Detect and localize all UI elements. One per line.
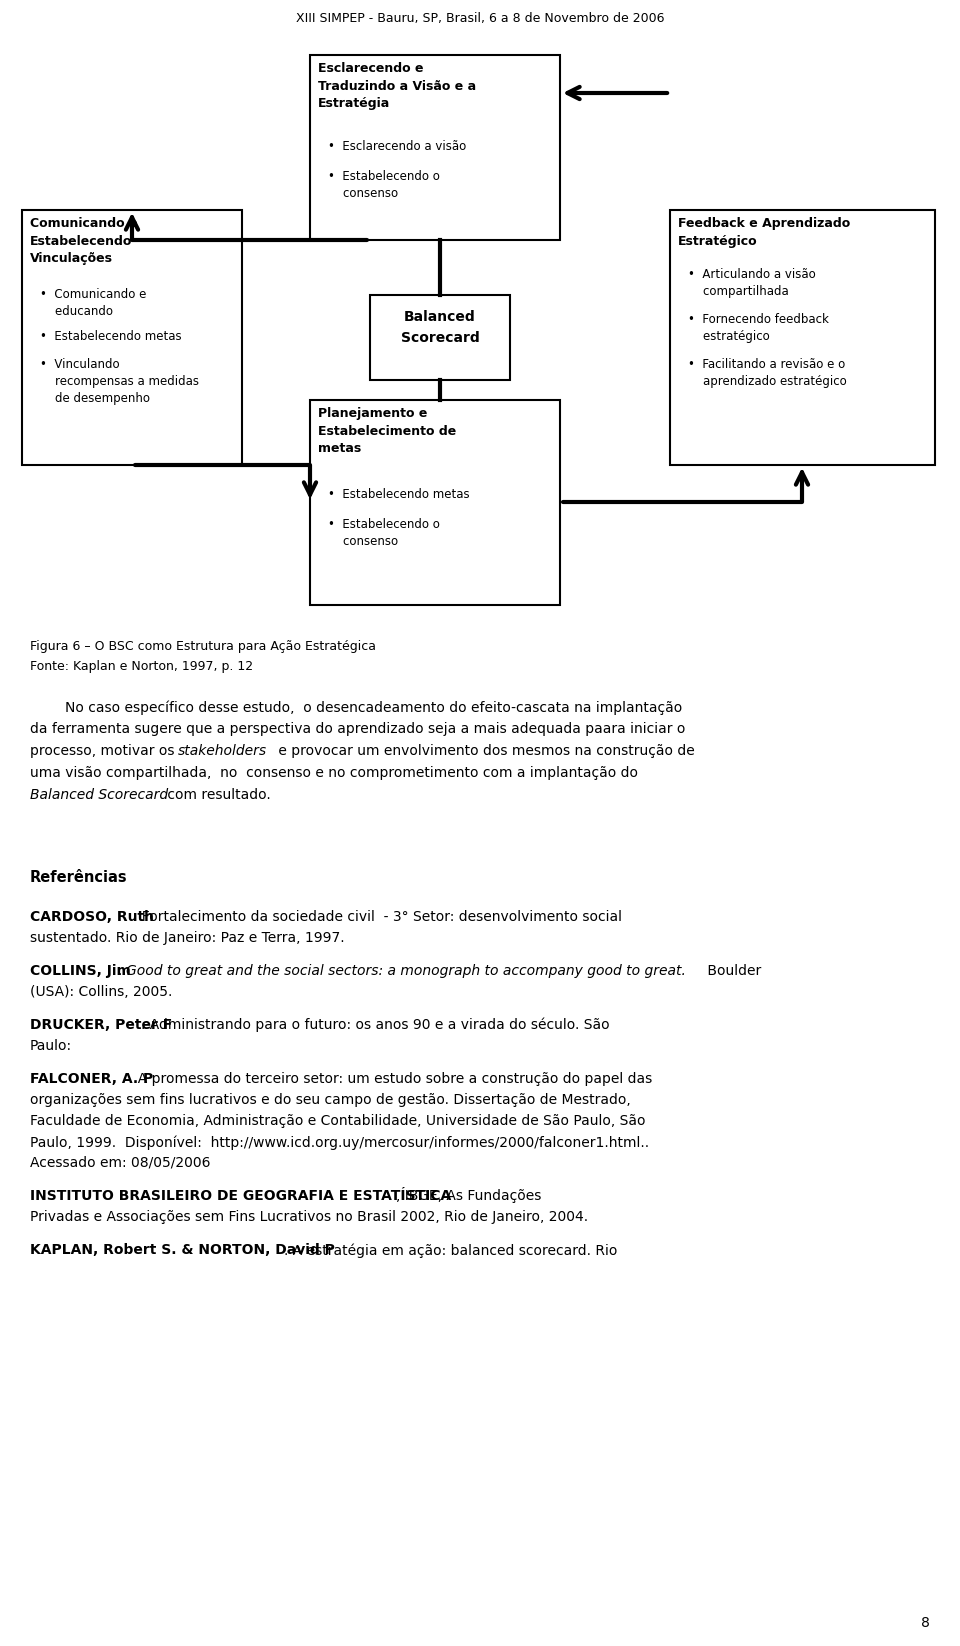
Text: Figura 6 – O BSC como Estrutura para Ação Estratégica: Figura 6 – O BSC como Estrutura para Açã…	[30, 640, 376, 653]
Text: Good to great and the social sectors: a monograph to accompany good to great.: Good to great and the social sectors: a …	[126, 965, 685, 978]
Text: sustentado. Rio de Janeiro: Paz e Terra, 1997.: sustentado. Rio de Janeiro: Paz e Terra,…	[30, 932, 345, 945]
Text: 8: 8	[922, 1616, 930, 1630]
Text: •  Estabelecendo o
    consenso: • Estabelecendo o consenso	[328, 170, 440, 201]
Text: KAPLAN, Robert S. & NORTON, David P: KAPLAN, Robert S. & NORTON, David P	[30, 1243, 335, 1258]
Text: •  Estabelecendo metas: • Estabelecendo metas	[40, 329, 181, 342]
Text: , IBGE, As Fundações: , IBGE, As Fundações	[396, 1188, 541, 1203]
Text: . Administrando para o futuro: os anos 90 e a virada do século. São: . Administrando para o futuro: os anos 9…	[141, 1017, 610, 1032]
Text: processo, motivar os: processo, motivar os	[30, 744, 179, 759]
Text: Privadas e Associações sem Fins Lucrativos no Brasil 2002, Rio de Janeiro, 2004.: Privadas e Associações sem Fins Lucrativ…	[30, 1210, 588, 1225]
Text: Planejamento e
Estabelecimento de
metas: Planejamento e Estabelecimento de metas	[318, 407, 456, 454]
Text: (USA): Collins, 2005.: (USA): Collins, 2005.	[30, 984, 173, 999]
Text: Esclarecendo e
Traduzindo a Visão e a
Estratégia: Esclarecendo e Traduzindo a Visão e a Es…	[318, 63, 476, 110]
Text: •  Articulando a visão
    compartilhada: • Articulando a visão compartilhada	[688, 268, 816, 298]
Bar	[22, 211, 242, 466]
Text: Acessado em: 08/05/2006: Acessado em: 08/05/2006	[30, 1155, 210, 1170]
Text: Fonte: Kaplan e Norton, 1997, p. 12: Fonte: Kaplan e Norton, 1997, p. 12	[30, 660, 253, 673]
Text: •  Estabelecendo metas: • Estabelecendo metas	[328, 487, 469, 500]
Text: . A promessa do terceiro setor: um estudo sobre a construção do papel das: . A promessa do terceiro setor: um estud…	[129, 1072, 652, 1086]
Bar	[310, 400, 560, 606]
Text: . Fortalecimento da sociedade civil  - 3° Setor: desenvolvimento social: . Fortalecimento da sociedade civil - 3°…	[133, 910, 622, 923]
Text: CARDOSO, Ruth: CARDOSO, Ruth	[30, 910, 154, 923]
Text: Paulo, 1999.  Disponível:  http://www.icd.org.uy/mercosur/informes/2000/falconer: Paulo, 1999. Disponível: http://www.icd.…	[30, 1136, 649, 1149]
Text: Balanced
Scorecard: Balanced Scorecard	[400, 309, 479, 344]
Text: . A estratégia em ação: balanced scorecard. Rio: . A estratégia em ação: balanced scoreca…	[284, 1243, 617, 1258]
Text: Referências: Referências	[30, 871, 128, 886]
Text: Paulo:: Paulo:	[30, 1039, 72, 1053]
Text: Comunicando e
Estabelecendo
Vinculações: Comunicando e Estabelecendo Vinculações	[30, 217, 137, 265]
Text: da ferramenta sugere que a perspectiva do aprendizado seja a mais adequada paara: da ferramenta sugere que a perspectiva d…	[30, 723, 685, 736]
Text: •  Estabelecendo o
    consenso: • Estabelecendo o consenso	[328, 518, 440, 548]
Text: XIII SIMPEP - Bauru, SP, Brasil, 6 a 8 de Novembro de 2006: XIII SIMPEP - Bauru, SP, Brasil, 6 a 8 d…	[296, 12, 664, 25]
Bar	[370, 295, 510, 380]
Bar	[310, 54, 560, 240]
Text: •  Comunicando e
    educando: • Comunicando e educando	[40, 288, 146, 318]
Text: com resultado.: com resultado.	[163, 788, 271, 802]
Text: No caso específico desse estudo,  o desencadeamento do efeito-cascata na implant: No caso específico desse estudo, o desen…	[30, 700, 683, 714]
Text: FALCONER, A. P: FALCONER, A. P	[30, 1072, 154, 1086]
Text: DRUCKER, Peter F: DRUCKER, Peter F	[30, 1017, 172, 1032]
Text: organizações sem fins lucrativos e do seu campo de gestão. Dissertação de Mestra: organizações sem fins lucrativos e do se…	[30, 1093, 631, 1108]
Text: stakeholders: stakeholders	[178, 744, 267, 759]
Text: uma visão compartilhada,  no  consenso e no comprometimento com a implantação do: uma visão compartilhada, no consenso e n…	[30, 765, 638, 780]
Text: Faculdade de Economia, Administração e Contabilidade, Universidade de São Paulo,: Faculdade de Economia, Administração e C…	[30, 1114, 645, 1128]
Text: INSTITUTO BRASILEIRO DE GEOGRAFIA E ESTATÍSTICA: INSTITUTO BRASILEIRO DE GEOGRAFIA E ESTA…	[30, 1188, 451, 1203]
Text: •  Fornecendo feedback
    estratégico: • Fornecendo feedback estratégico	[688, 313, 828, 342]
Text: •  Facilitando a revisão e o
    aprendizado estratégico: • Facilitando a revisão e o aprendizado …	[688, 357, 847, 388]
Text: Feedback e Aprendizado
Estratégico: Feedback e Aprendizado Estratégico	[678, 217, 851, 247]
Bar	[670, 211, 935, 466]
Text: •  Esclarecendo a visão: • Esclarecendo a visão	[328, 140, 467, 153]
Text: COLLINS, Jim: COLLINS, Jim	[30, 965, 131, 978]
Text: Balanced Scorecard: Balanced Scorecard	[30, 788, 168, 802]
Text: e provocar um envolvimento dos mesmos na construção de: e provocar um envolvimento dos mesmos na…	[274, 744, 695, 759]
Text: •  Vinculando
    recompensas a medidas
    de desempenho: • Vinculando recompensas a medidas de de…	[40, 357, 199, 405]
Text: Boulder: Boulder	[703, 965, 761, 978]
Text: .: .	[118, 965, 127, 978]
